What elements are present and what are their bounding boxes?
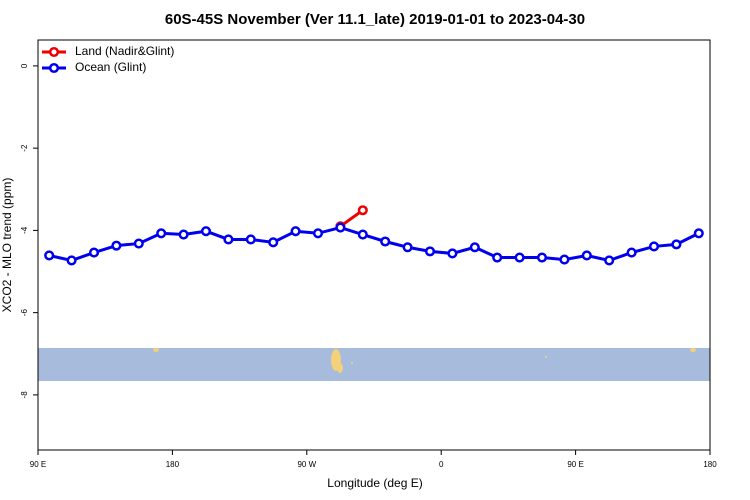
data-point: [156, 228, 167, 239]
data-point: [626, 247, 637, 258]
data-point: [469, 242, 480, 253]
y-tick-label: 0: [20, 63, 29, 68]
legend-label: Ocean (Glint): [75, 60, 146, 74]
y-tick-label: -2: [20, 144, 29, 152]
x-tick-label: 0: [439, 460, 444, 469]
legend-label: Land (Nadir&Glint): [75, 44, 174, 58]
y-axis-label: XCO2 - MLO trend (ppm): [0, 178, 14, 313]
chart-title: 60S-45S November (Ver 11.1_late) 2019-01…: [165, 11, 585, 28]
x-tick-label: 180: [703, 460, 717, 469]
data-point: [88, 247, 100, 258]
data-point: [178, 229, 189, 240]
data-point: [447, 248, 458, 259]
x-tick-label: 90 E: [567, 460, 583, 469]
data-point: [66, 255, 77, 266]
data-point: [693, 228, 704, 239]
series-line: [48, 225, 700, 262]
data-point: [536, 252, 548, 263]
data-point: [424, 246, 436, 257]
data-point: [335, 222, 346, 233]
data-point: [492, 252, 503, 263]
data-point: [268, 237, 279, 248]
data-point: [111, 240, 122, 251]
legend-marker: [48, 46, 60, 58]
y-tick-label: -6: [20, 309, 29, 317]
data-point: [245, 234, 256, 245]
x-tick-label: 180: [166, 460, 180, 469]
data-point: [312, 228, 324, 239]
data-point: [44, 250, 55, 261]
data-point: [223, 234, 234, 245]
data-point: [402, 242, 413, 253]
y-tick-label: -8: [20, 391, 29, 399]
data-point: [581, 250, 592, 261]
data-point: [200, 226, 212, 237]
map-strip: [38, 348, 710, 381]
data-point: [357, 205, 368, 216]
data-point: [604, 255, 615, 266]
data-point: [648, 241, 660, 252]
legend-marker: [48, 62, 60, 74]
data-point: [671, 239, 682, 250]
y-tick-label: -4: [20, 226, 29, 234]
x-axis-label: Longitude (deg E): [327, 476, 422, 490]
plot-frame: [37, 39, 711, 451]
data-point: [357, 229, 368, 240]
data-point: [290, 226, 301, 237]
x-tick-label: 90 E: [30, 460, 46, 469]
data-point: [380, 236, 391, 247]
data-point: [559, 254, 570, 265]
data-point: [514, 252, 525, 263]
x-tick-label: 90 W: [297, 460, 316, 469]
data-point: [133, 238, 144, 249]
